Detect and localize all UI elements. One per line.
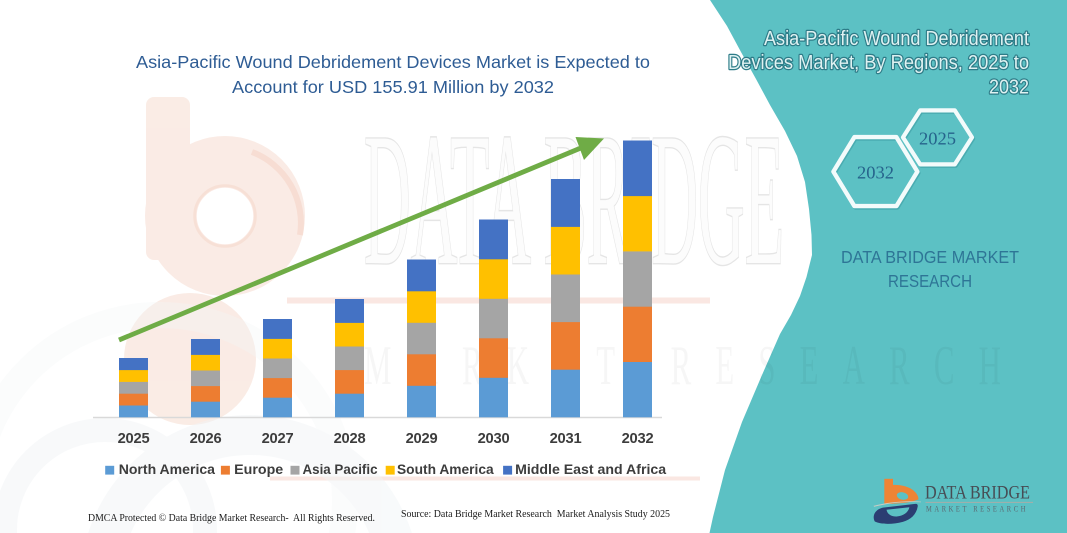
- svg-text:Asia-Pacific Wound Debridement: Asia-Pacific Wound Debridement: [764, 28, 1029, 50]
- svg-text:2031: 2031: [550, 431, 582, 447]
- svg-text:Source: Data Bridge Market Res: Source: Data Bridge Market Research Mark…: [401, 509, 670, 520]
- svg-text:Asia-Pacific Wound Debridement: Asia-Pacific Wound Debridement Devices M…: [136, 52, 650, 72]
- svg-text:2032: 2032: [857, 163, 894, 183]
- svg-text:North America: North America: [119, 462, 215, 478]
- svg-text:2032: 2032: [989, 77, 1029, 99]
- svg-text:Asia Pacific: Asia Pacific: [303, 462, 378, 478]
- svg-text:Europe: Europe: [234, 462, 283, 478]
- svg-text:2030: 2030: [478, 431, 510, 447]
- svg-text:Account for USD 155.91 Million: Account for USD 155.91 Million by 2032: [232, 77, 554, 97]
- svg-text:DATA BRIDGE MARKET: DATA BRIDGE MARKET: [841, 247, 1019, 267]
- svg-text:RESEARCH: RESEARCH: [888, 271, 972, 291]
- svg-text:2032: 2032: [622, 431, 654, 447]
- svg-text:Middle East and Africa: Middle East and Africa: [515, 462, 666, 478]
- svg-text:DATA BRIDGE: DATA BRIDGE: [925, 483, 1030, 504]
- svg-text:2026: 2026: [190, 431, 222, 447]
- svg-text:2028: 2028: [334, 431, 366, 447]
- svg-text:2025: 2025: [919, 129, 956, 149]
- svg-text:DMCA Protected © Data Bridge M: DMCA Protected © Data Bridge Market Rese…: [88, 513, 375, 524]
- svg-text:2029: 2029: [406, 431, 438, 447]
- svg-text:Devices Market, By Regions, 20: Devices Market, By Regions, 2025 to: [728, 52, 1029, 74]
- svg-text:MARKET RESEARCH: MARKET RESEARCH: [926, 505, 1028, 514]
- svg-text:2027: 2027: [262, 431, 294, 447]
- svg-text:2025: 2025: [118, 431, 150, 447]
- svg-text:South America: South America: [397, 462, 494, 478]
